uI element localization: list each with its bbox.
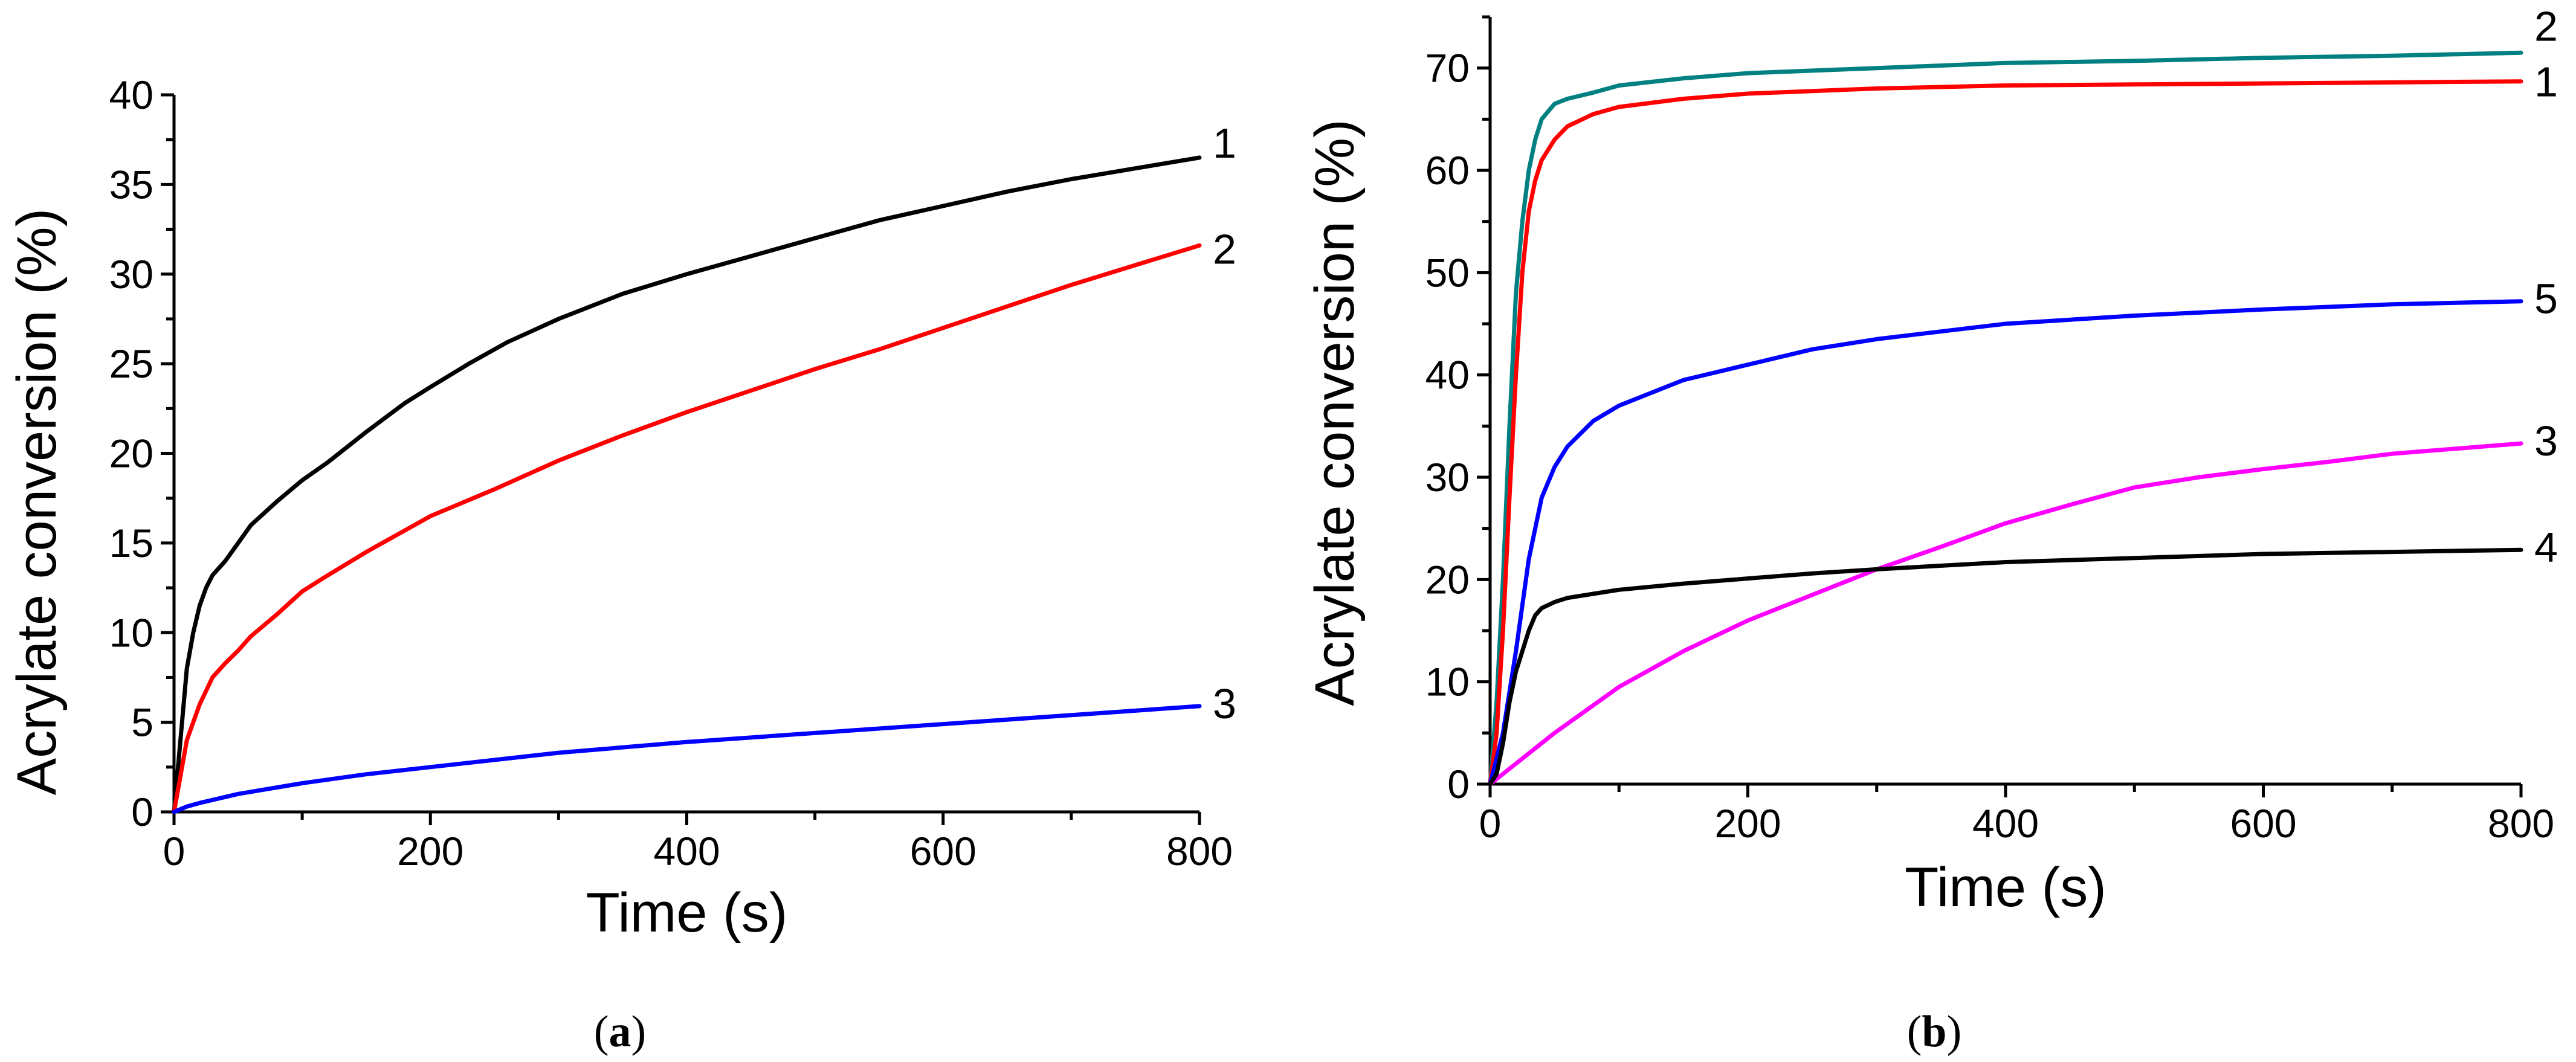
series-line-1 — [172, 155, 1202, 814]
x-tick-label: 800 — [1166, 829, 1233, 874]
y-tick-label: 10 — [109, 610, 153, 655]
series-line-3 — [172, 704, 1202, 814]
y-tick-label: 40 — [109, 72, 153, 117]
series-line-1 — [1488, 79, 2523, 787]
y-tick-label: 0 — [131, 790, 153, 834]
y-tick-label: 0 — [1447, 762, 1470, 806]
y-tick-label: 35 — [109, 162, 153, 207]
series-line-2 — [172, 243, 1202, 814]
y-tick-label: 25 — [109, 341, 153, 386]
x-axis-title: Time (s) — [1905, 857, 2106, 918]
x-tick-label: 0 — [163, 829, 186, 874]
series-line-3 — [1488, 441, 2523, 787]
y-tick-label: 70 — [1425, 46, 1470, 91]
x-tick-label: 400 — [653, 829, 720, 874]
x-tick-label: 0 — [1479, 801, 1502, 846]
panel-caption: (a) — [594, 1007, 646, 1057]
caption-letter: a — [609, 1007, 631, 1057]
panel-caption: (b) — [1907, 1007, 1961, 1057]
caption-letter: b — [1922, 1007, 1946, 1057]
y-tick-label: 10 — [1425, 660, 1470, 704]
y-tick-label: 30 — [109, 252, 153, 297]
series-label-2: 2 — [2534, 2, 2558, 50]
caption-open-paren: ( — [1907, 1007, 1922, 1057]
series-label-5: 5 — [2534, 275, 2558, 323]
caption-open-paren: ( — [594, 1007, 609, 1057]
series-label-4: 4 — [2534, 524, 2558, 571]
y-tick-label: 60 — [1425, 148, 1470, 193]
y-tick-label: 15 — [109, 521, 153, 565]
x-tick-label: 600 — [2230, 801, 2296, 846]
series-line-4 — [1488, 547, 2523, 787]
y-tick-label: 50 — [1425, 250, 1470, 295]
x-tick-label: 200 — [1714, 801, 1781, 846]
y-tick-label: 20 — [1425, 557, 1470, 602]
series-label-3: 3 — [2534, 417, 2558, 465]
x-tick-label: 800 — [2488, 801, 2554, 846]
series-line-5 — [1488, 299, 2523, 787]
x-tick-label: 200 — [397, 829, 463, 874]
y-tick-label: 5 — [131, 700, 153, 745]
y-axis-title: Acrylate conversion (%) — [1304, 119, 1366, 706]
series-label-3: 3 — [1213, 680, 1236, 727]
x-tick-label: 400 — [1972, 801, 2039, 846]
series-label-1: 1 — [2534, 59, 2558, 106]
x-tick-label: 600 — [910, 829, 976, 874]
y-axis-title: Acrylate conversion (%) — [6, 208, 68, 795]
x-axis-title: Time (s) — [586, 882, 788, 944]
caption-close-paren: ) — [631, 1007, 647, 1057]
y-tick-label: 30 — [1425, 455, 1470, 500]
chart-panel-b: 0 200 400 600 800 0 10 20 30 40 50 60 70 Time (s) Acry… — [1304, 2, 2558, 1057]
series-label-1: 1 — [1213, 120, 1236, 167]
series-line-2 — [1488, 50, 2523, 787]
y-tick-label: 40 — [1425, 353, 1470, 397]
caption-close-paren: ) — [1947, 1007, 1962, 1057]
y-tick-label: 20 — [109, 431, 153, 476]
chart-panel-a: 0 200 400 600 800 0 5 10 15 20 25 30 35 40 Time (s) Acr… — [6, 72, 1236, 1057]
series-label-2: 2 — [1213, 225, 1236, 272]
